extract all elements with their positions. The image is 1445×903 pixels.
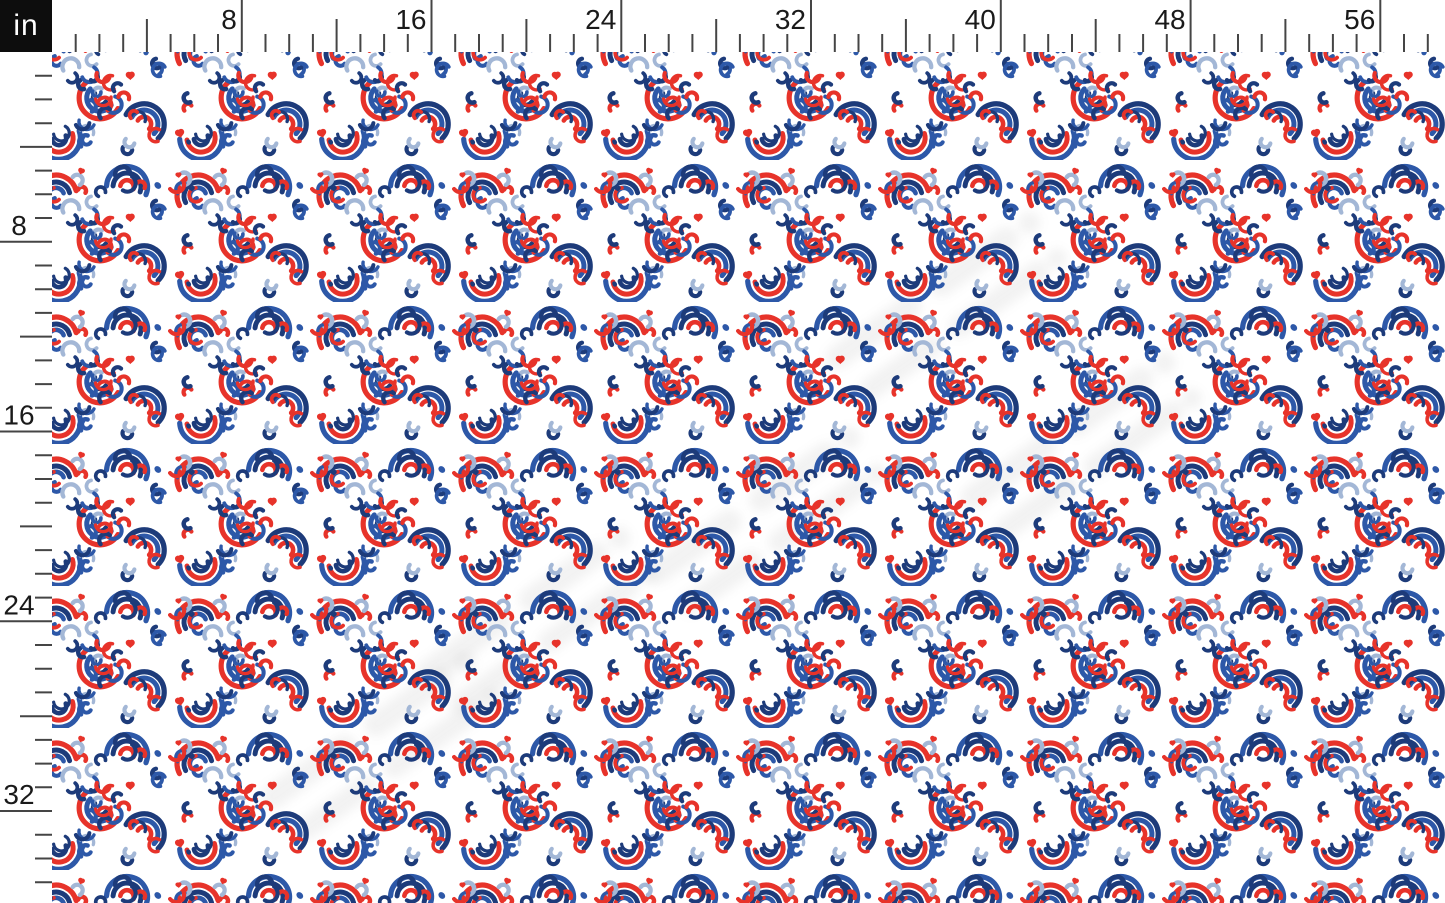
ruler-unit-label: in	[13, 9, 39, 42]
fabric-print	[52, 52, 1445, 903]
ruler-vertical-svg: 8 16 24 32	[0, 74, 52, 884]
ruler-unit-badge: in	[0, 0, 52, 52]
ruler-horizontal-svg: 8 16 24 32 40 48 56	[74, 0, 1429, 52]
ruler-label: 48	[1154, 4, 1185, 35]
ruler-horizontal: 8 16 24 32 40 48 56	[52, 0, 1445, 52]
ruler-label: 16	[395, 4, 426, 35]
ruler-label: 32	[775, 4, 806, 35]
ruler-label: 40	[965, 4, 996, 35]
ruler-label: 8	[221, 4, 237, 35]
ruler-label: 32	[3, 779, 34, 810]
fabric-pattern-svg	[52, 52, 1445, 903]
ruler-label: 56	[1344, 4, 1375, 35]
ruler-label: 24	[585, 4, 616, 35]
fabric-swatch	[52, 52, 1445, 903]
ruler-label: 24	[3, 589, 34, 620]
ruler-label: 8	[11, 210, 27, 241]
ruler-label: 16	[3, 400, 34, 431]
ruler-vertical: 8 16 24 32	[0, 52, 52, 903]
